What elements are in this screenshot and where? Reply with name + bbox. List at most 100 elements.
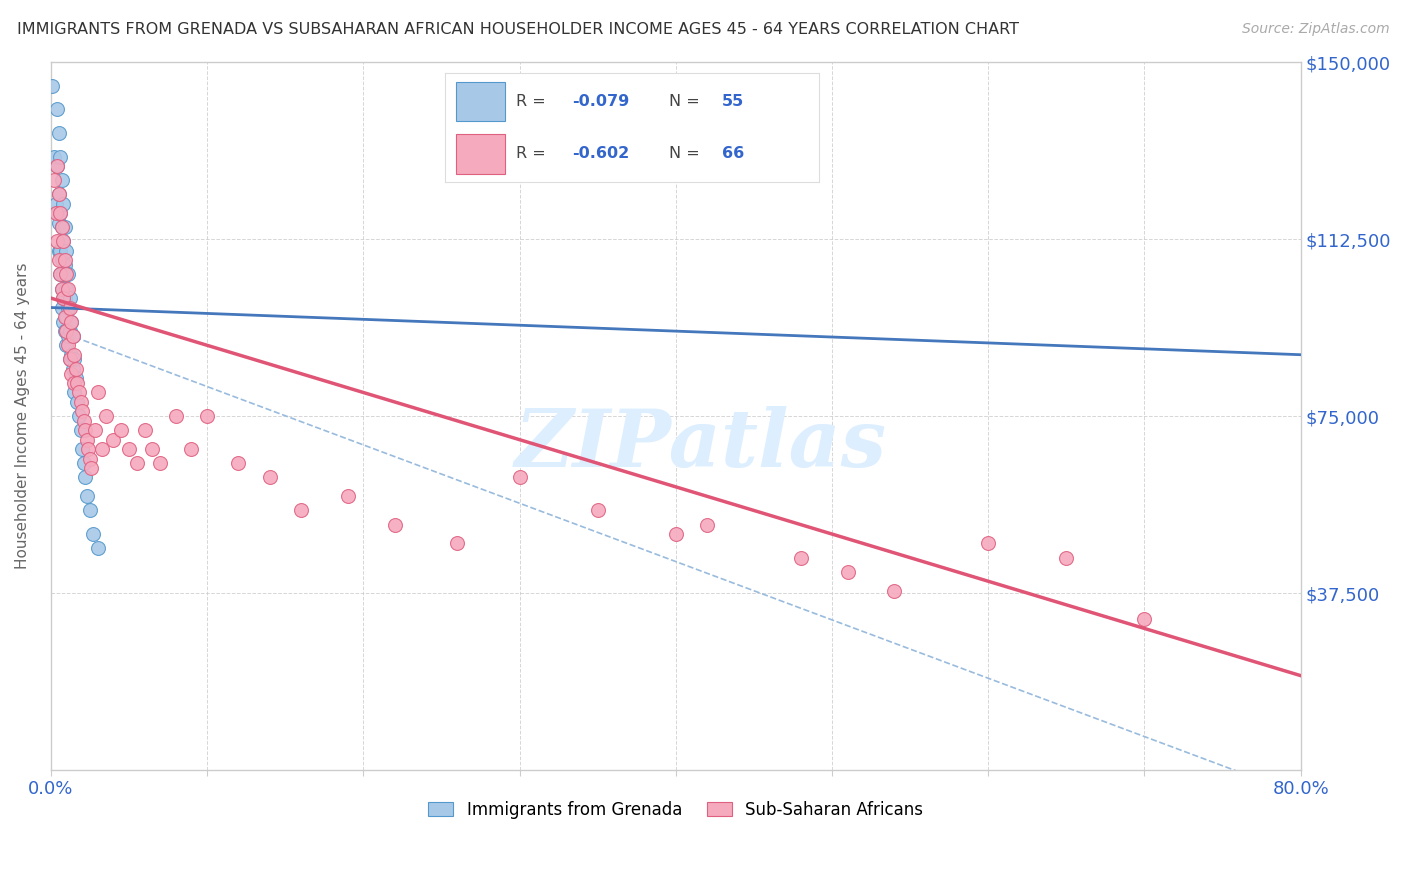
Point [55,338,77,352]
Point [51,220,73,235]
Point [49,206,72,220]
Point [62,329,84,343]
Point [41,78,63,93]
Point [1133,612,1156,626]
Point [384,517,406,532]
Point [60,367,83,381]
Point [56,282,79,296]
Point [195,409,218,423]
Point [56,329,79,343]
Point [52,291,75,305]
Point [56,338,79,352]
Point [63,348,86,362]
Point [53,220,76,235]
Point [290,503,312,517]
Point [60,315,83,329]
Point [49,206,72,220]
Text: Source: ZipAtlas.com: Source: ZipAtlas.com [1241,22,1389,37]
Point [55,282,77,296]
Point [69,395,91,409]
Point [696,517,718,532]
Point [79,451,101,466]
Point [58,352,80,367]
Point [91,442,114,456]
Point [141,442,163,456]
Point [76,489,98,503]
Point [125,456,148,470]
Point [52,235,75,249]
Point [62,329,84,343]
Text: IMMIGRANTS FROM GRENADA VS SUBSAHARAN AFRICAN HOUSEHOLDER INCOME AGES 45 - 64 YE: IMMIGRANTS FROM GRENADA VS SUBSAHARAN AF… [17,22,1019,37]
Point [665,527,688,541]
Point [149,456,172,470]
Point [58,301,80,315]
Point [55,324,77,338]
Point [66,395,89,409]
Point [80,461,103,475]
Point [48,187,70,202]
Point [86,385,108,400]
Point [66,376,89,390]
Point [65,371,87,385]
Point [336,489,359,503]
Point [46,235,69,249]
Point [508,470,530,484]
Point [67,409,90,423]
Point [55,310,77,324]
Point [46,103,69,117]
Point [58,291,80,305]
Point [48,187,70,202]
Point [53,258,76,272]
Point [86,541,108,556]
Point [62,362,84,376]
Point [46,206,69,220]
Point [52,268,75,282]
Point [79,503,101,517]
Point [53,324,76,338]
Point [49,268,72,282]
Point [60,315,83,329]
Point [69,423,91,437]
Point [49,244,72,258]
Point [63,352,86,367]
Point [46,159,69,173]
Point [49,149,72,163]
Point [789,550,811,565]
Point [77,442,100,456]
Point [52,315,75,329]
Point [52,196,75,211]
Point [53,310,76,324]
Point [51,220,73,235]
Point [75,423,97,437]
Point [837,565,859,579]
Point [110,423,132,437]
Point [83,423,105,437]
Point [65,362,87,376]
Point [48,253,70,268]
Point [180,442,202,456]
Point [58,352,80,367]
Point [56,268,79,282]
Text: ZIPatlas: ZIPatlas [515,406,887,483]
Point [51,253,73,268]
Point [63,385,86,400]
Point [103,433,125,447]
Point [70,442,93,456]
Point [49,268,72,282]
Point [52,235,75,249]
Point [51,282,73,296]
Point [94,409,117,423]
Point [42,173,65,187]
Point [48,216,70,230]
Point [586,503,609,517]
Point [52,291,75,305]
Point [48,244,70,258]
Point [55,244,77,258]
Point [53,291,76,305]
Point [56,301,79,315]
Point [70,404,93,418]
Point [82,527,104,541]
Point [63,376,86,390]
Point [72,414,94,428]
Point [72,456,94,470]
